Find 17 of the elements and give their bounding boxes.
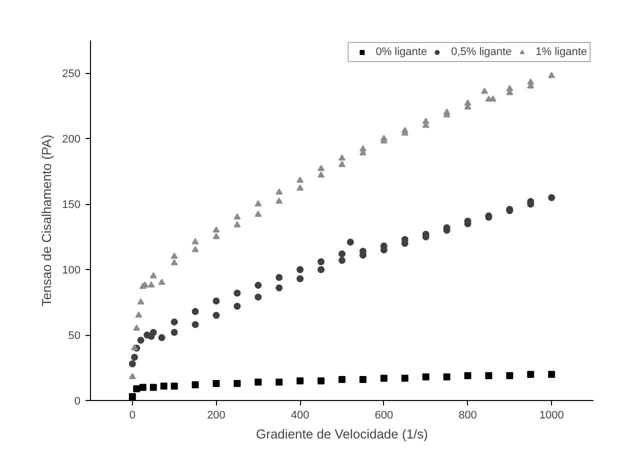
x-axis-title: Gradiente de Velocidade (1/s) [256, 426, 428, 442]
y-tick-label: 150 [62, 199, 81, 212]
x-tick-label: 200 [207, 410, 226, 422]
y-axis-title: Tensao de Cisalhamento (PA) [39, 134, 54, 306]
x-tick-label: 0 [129, 410, 136, 422]
y-tick-label: 50 [68, 330, 81, 342]
legend-label: 1% ligante [536, 46, 587, 58]
legend-label: 0,5% ligante [451, 46, 512, 58]
y-tick-label: 100 [62, 264, 81, 277]
x-tick-label: 800 [458, 410, 477, 422]
legend-label: 0% ligante [376, 46, 428, 58]
y-tick-label: 200 [62, 134, 81, 146]
x-tick-label: 600 [374, 410, 394, 422]
x-tick-label: 400 [290, 410, 310, 422]
x-tick-label: 1000 [539, 410, 564, 422]
y-tick-label: 250 [62, 68, 81, 80]
y-tick-label: 0 [74, 396, 81, 408]
